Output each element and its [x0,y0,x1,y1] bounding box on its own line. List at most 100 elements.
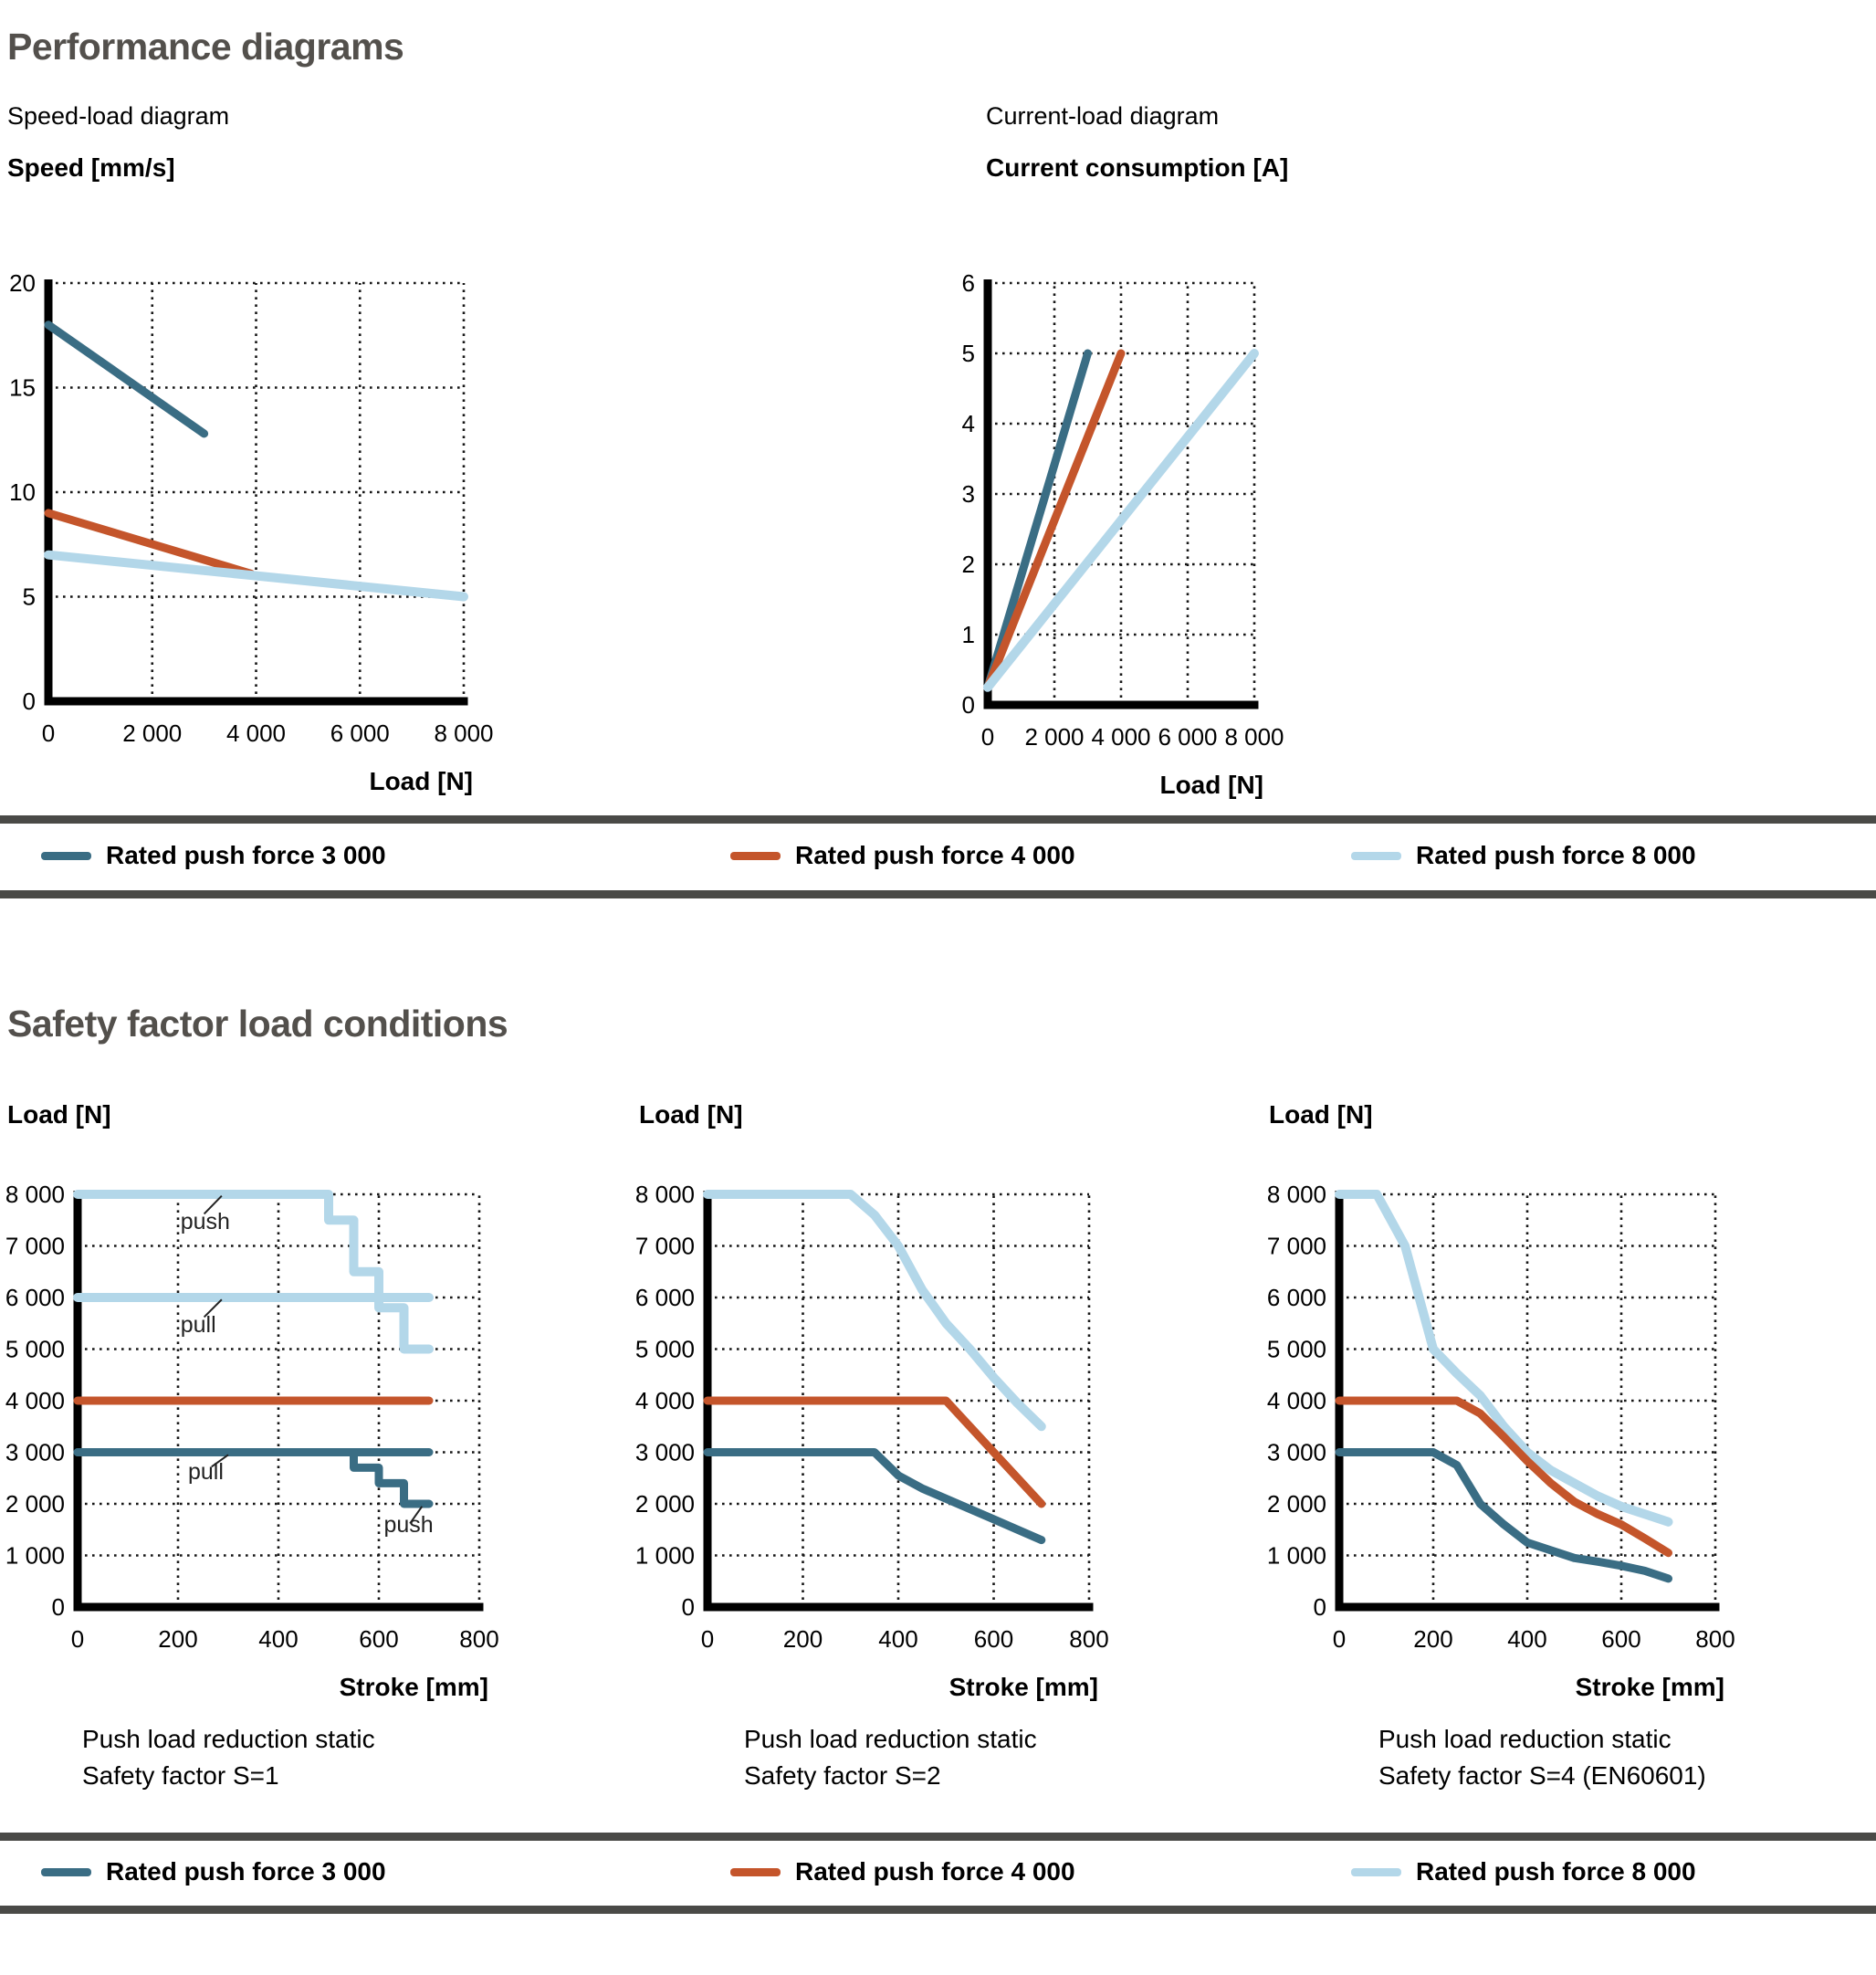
series-rated-push-force-3-000 [44,320,209,438]
x-tick-label: 400 [878,1625,917,1653]
x-tick-label: 400 [258,1625,298,1653]
series-rated-push-force-8-000-push [73,1190,434,1354]
series-rated-push-force-8-000 [44,550,468,602]
caption-s1: Push load reduction static Safety factor… [82,1721,375,1794]
x-tick-label: 0 [981,723,994,751]
legend-item: Rated push force 4 000 [730,1852,1075,1892]
legend-bottom: Rated push force 3 000 Rated push force 4… [0,1852,1876,1892]
y-tick-label: 0 [1314,1593,1326,1621]
axis-title-speed: Speed [mm/s] [7,153,175,182]
y-tick-label: 3 000 [635,1439,695,1466]
y-tick-label: 7 000 [5,1233,65,1260]
y-tick-label: 6 000 [1267,1284,1326,1311]
y-tick-label: 5 000 [1267,1336,1326,1363]
legend-swatch [41,851,91,860]
annotation-label: pull [188,1459,224,1485]
caption-line: Push load reduction static [82,1725,375,1753]
y-tick-label: 2 000 [635,1490,695,1518]
legend-label: Rated push force 4 000 [795,841,1075,869]
legend-label: Rated push force 4 000 [795,1857,1075,1886]
caption-line: Push load reduction static [744,1725,1037,1753]
x-tick-label: 6 000 [330,720,390,747]
legend-top: Rated push force 3 000 Rated push force 4… [0,835,1876,876]
series-rated-push-force-3-000-push [73,1448,434,1508]
legend-item: Rated push force 4 000 [730,835,1075,876]
series-rated-push-force-4-000 [44,509,256,578]
x-tick-label: 0 [42,720,55,747]
legend-swatch [730,1867,781,1876]
y-tick-label: 4 [962,410,975,437]
x-tick-label: 4 000 [226,720,286,747]
divider [0,1906,1876,1914]
y-tick-label: 8 000 [635,1181,695,1208]
chart-speed-load: 0 5 10 15 20 0 2 000 4 000 6 000 8 000 Load [N] [9,269,493,795]
y-tick-label: 8 000 [5,1181,65,1208]
y-tick-label: 0 [23,688,36,715]
axis-title-load-s1: Load [N] [7,1100,111,1129]
series-rated-push-force-4-000 [1335,1396,1672,1558]
x-tick-label: 200 [783,1625,823,1653]
y-tick-label: 15 [9,374,36,402]
divider [0,1833,1876,1841]
series-rated-push-force-8-000 [703,1190,1046,1432]
legend-item: Rated push force 8 000 [1351,835,1696,876]
page-title: Performance diagrams [7,26,404,68]
caption-line: Safety factor S=2 [744,1761,941,1790]
x-axis-label: Load [N] [1159,771,1263,799]
series-rated-push-force-4-000 [983,349,1126,692]
y-tick-label: 2 000 [5,1490,65,1518]
x-tick-label: 400 [1507,1625,1546,1653]
x-axis-label: Stroke [mm] [1576,1673,1724,1701]
x-tick-label: 4 000 [1091,723,1150,751]
chart-safety-factor-s4: 0 1 000 2 000 3 000 4 000 5 000 6 000 7 000 8 00… [1267,1181,1735,1701]
annotation-label: pull [181,1312,216,1338]
annotation-leader [203,1298,223,1318]
x-tick-label: 800 [1069,1625,1108,1653]
x-axis-label: Load [N] [369,767,473,795]
y-tick-label: 1 000 [635,1542,695,1570]
x-tick-label: 600 [974,1625,1013,1653]
x-tick-label: 6 000 [1158,723,1217,751]
x-tick-label: 0 [1333,1625,1346,1653]
y-tick-label: 7 000 [1267,1233,1326,1260]
y-tick-label: 3 000 [5,1439,65,1466]
y-tick-label: 1 [962,621,975,648]
chart-subtitle-current-load: Current-load diagram [986,102,1220,130]
legend-label: Rated push force 8 000 [1416,841,1696,869]
annotation-leader [211,1454,229,1468]
x-tick-label: 8 000 [434,720,493,747]
caption-line: Push load reduction static [1378,1725,1672,1753]
y-tick-label: 7 000 [635,1233,695,1260]
x-tick-label: 8 000 [1224,723,1284,751]
x-tick-label: 200 [1413,1625,1452,1653]
annotation-leader [203,1194,223,1215]
y-tick-label: 5 000 [635,1336,695,1363]
y-tick-label: 2 000 [1267,1490,1326,1518]
y-tick-label: 8 000 [1267,1181,1326,1208]
series-rated-push-force-8-000 [983,349,1259,692]
legend-swatch [41,1867,91,1876]
y-tick-label: 5 000 [5,1336,65,1363]
caption-s2: Push load reduction static Safety factor… [744,1721,1037,1794]
axis-title-load-s2: Load [N] [639,1100,743,1129]
section-title-safety-factor: Safety factor load conditions [7,1003,508,1045]
y-tick-label: 1 000 [1267,1542,1326,1570]
chart-current-load: 0 1 2 3 4 5 6 0 2 000 4 000 6 000 8 000 Load [N] [962,269,1284,799]
y-tick-label: 5 [962,340,975,367]
x-tick-label: 800 [1695,1625,1735,1653]
y-tick-label: 0 [52,1593,65,1621]
x-tick-label: 2 000 [122,720,182,747]
x-tick-label: 2 000 [1024,723,1084,751]
y-tick-label: 6 000 [5,1284,65,1311]
y-tick-label: 20 [9,269,36,297]
y-tick-label: 5 [23,583,36,611]
chart-safety-factor-s2: 0 1 000 2 000 3 000 4 000 5 000 6 000 7 000 8 00… [635,1181,1109,1701]
x-tick-label: 0 [71,1625,84,1653]
legend-swatch [730,851,781,860]
legend-swatch [1351,851,1401,860]
legend-label: Rated push force 3 000 [106,841,386,869]
legend-label: Rated push force 8 000 [1416,1857,1696,1886]
y-tick-label: 6 [962,269,975,297]
series-rated-push-force-3-000 [703,1448,1046,1545]
chart-safety-factor-s1: 0 1 000 2 000 3 000 4 000 5 000 6 000 7 000 8 00… [5,1181,499,1701]
